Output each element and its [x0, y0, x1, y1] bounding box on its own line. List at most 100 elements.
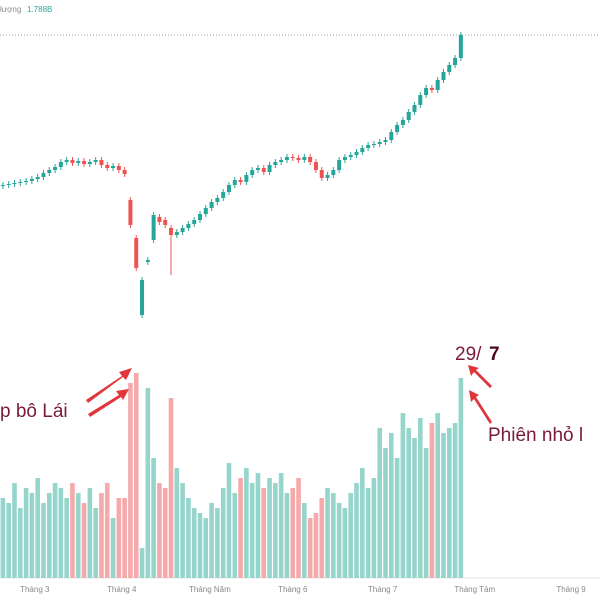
- candle-body: [221, 192, 226, 198]
- volume-bar: [400, 413, 406, 578]
- volume-bar: [209, 503, 214, 578]
- candle-body: [134, 238, 139, 268]
- volume-bar: [58, 488, 64, 578]
- x-tick-label: Tháng Tám: [454, 585, 495, 594]
- candle-body: [255, 168, 260, 170]
- volume-bar: [348, 493, 354, 578]
- candle-body: [186, 224, 191, 228]
- candle-body: [441, 72, 446, 80]
- volume-bar: [325, 488, 330, 578]
- volume-bar: [238, 478, 243, 578]
- volume-bar: [342, 508, 348, 578]
- candle-body: [348, 155, 353, 157]
- arrows: [86, 365, 492, 424]
- volume-bar: [383, 448, 388, 578]
- candle-body: [337, 160, 342, 170]
- candle-body: [82, 161, 87, 164]
- volume-bar: [81, 503, 87, 578]
- volume-bar: [423, 448, 429, 578]
- volume-bar: [389, 433, 394, 578]
- candle-body: [395, 125, 400, 132]
- candle-body: [377, 142, 382, 144]
- candle-body: [41, 173, 46, 177]
- volume-bar: [244, 468, 249, 578]
- volume-bar: [116, 498, 122, 578]
- candle-body: [308, 157, 313, 162]
- volume-bar: [249, 483, 255, 578]
- x-tick-label: Tháng Năm: [189, 585, 231, 594]
- candle-body: [198, 214, 202, 220]
- annotation-left: p bô Lái: [0, 401, 68, 422]
- volume-bar: [191, 508, 197, 578]
- annotation-month: 7: [489, 344, 500, 365]
- candle-body: [331, 170, 336, 175]
- candle-body: [226, 185, 231, 192]
- volume-bar: [151, 458, 156, 578]
- volume-bar: [261, 488, 267, 578]
- x-tick-label: Tháng 3: [20, 585, 50, 594]
- x-tick-label: Tháng 6: [278, 585, 308, 594]
- volume-bar: [104, 483, 110, 578]
- candle-body: [29, 179, 34, 181]
- volume-bar: [377, 428, 383, 578]
- volume-bar: [435, 413, 440, 578]
- volume-bar: [331, 493, 336, 578]
- candle-body: [371, 144, 376, 145]
- candle-body: [128, 200, 133, 225]
- candle-body: [140, 280, 145, 315]
- candle-body: [0, 185, 5, 186]
- volume-bar: [255, 473, 261, 578]
- candle-body: [93, 160, 98, 162]
- candle-body: [366, 145, 371, 148]
- volume-bar: [128, 383, 133, 578]
- volume-bar: [319, 498, 325, 578]
- candle-body: [145, 260, 150, 262]
- candle-body: [400, 120, 405, 125]
- candle-body: [406, 112, 411, 120]
- candle-body: [151, 215, 156, 240]
- volume-bar: [122, 498, 127, 578]
- volume-bar: [52, 483, 58, 578]
- volume-bar: [41, 503, 46, 578]
- volume-bar: [93, 508, 98, 578]
- volume-bar: [6, 503, 11, 578]
- candle-body: [122, 170, 127, 174]
- volume-bar: [215, 508, 220, 578]
- candle-body: [157, 217, 162, 222]
- volume-bar: [267, 478, 272, 578]
- candle-body: [64, 160, 69, 162]
- candle-body: [99, 160, 104, 165]
- volume-bar: [273, 483, 278, 578]
- candle-body: [319, 170, 324, 178]
- candle-body: [279, 160, 284, 162]
- volume-bar: [157, 483, 162, 578]
- candle-body: [6, 184, 11, 185]
- volume-bar: [168, 398, 174, 578]
- volume-bar: [162, 488, 168, 578]
- volume-bar: [412, 438, 417, 578]
- candle-body: [244, 175, 249, 182]
- candle-body: [418, 95, 423, 105]
- x-tick-label: Tháng 4: [107, 585, 137, 594]
- candle-body: [76, 161, 81, 163]
- candle-body: [12, 183, 17, 184]
- candle-body: [267, 165, 272, 172]
- volume-bar: [99, 493, 104, 578]
- volume-bar: [139, 548, 145, 578]
- candle-body: [232, 180, 237, 185]
- candle-body: [180, 228, 185, 232]
- volume-bar: [145, 388, 151, 578]
- candle-body: [296, 158, 301, 160]
- candle-body: [209, 202, 214, 208]
- volume-bar: [29, 493, 35, 578]
- volume-bar: [232, 493, 238, 578]
- volume-bar: [394, 458, 400, 578]
- volume-bar: [203, 518, 209, 578]
- volume-bar: [17, 508, 23, 578]
- candle-body: [163, 220, 168, 225]
- candle-body: [261, 168, 266, 172]
- candle-body: [215, 198, 220, 202]
- volume-bar: [180, 483, 185, 578]
- volume-bar: [354, 483, 359, 578]
- candle-body: [192, 220, 197, 224]
